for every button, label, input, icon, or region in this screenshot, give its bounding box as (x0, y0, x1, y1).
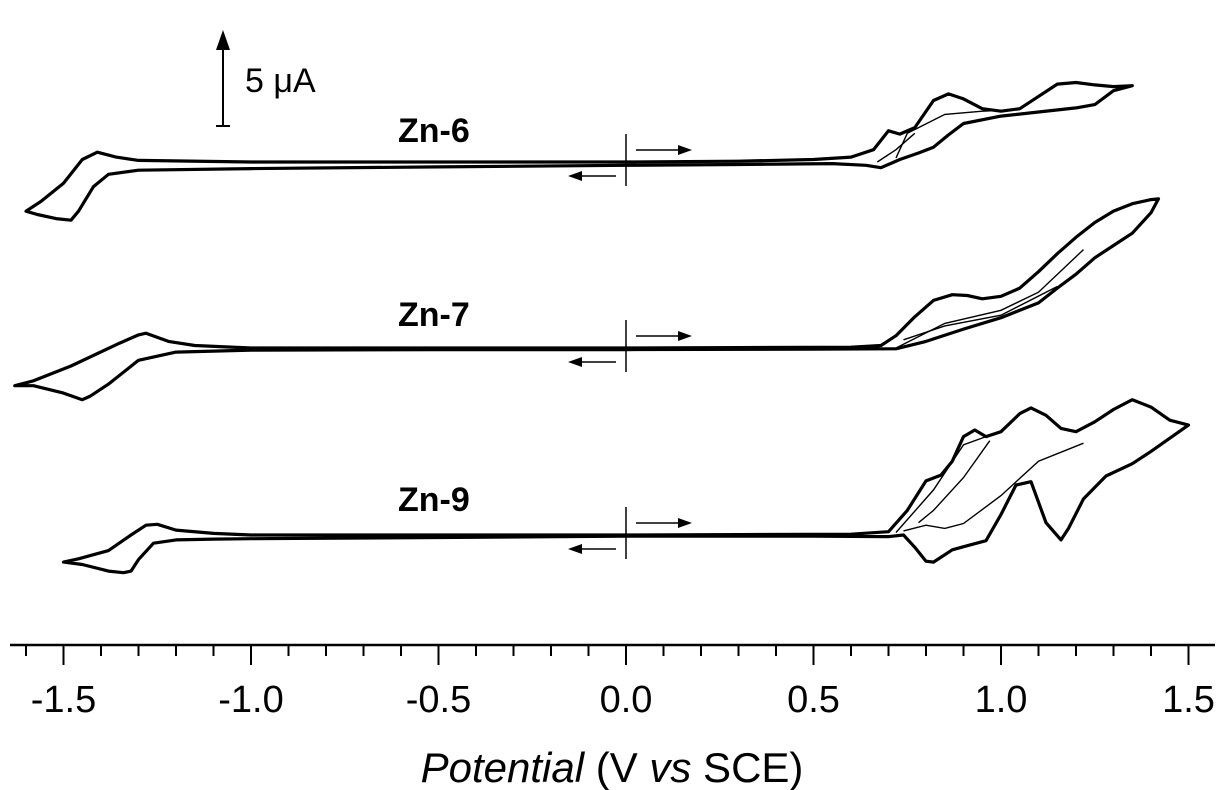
x-tick-label: 1.0 (975, 679, 1028, 721)
x-tick-label: -0.5 (406, 679, 471, 721)
cv-scan-branch-zn9-3 (918, 440, 991, 524)
x-axis-title-unit: SCE) (691, 744, 803, 790)
series-label-zn9: Zn-9 (398, 481, 470, 519)
cv-scan-branch-zn6-1 (895, 108, 1020, 159)
scale-bar: 5 μA (216, 30, 316, 127)
reverse-sweep-arrow-icon (568, 171, 582, 181)
series-label-zn7: Zn-7 (398, 296, 470, 334)
series-label-zn6: Zn-6 (398, 112, 470, 150)
x-axis-title-open: (V (584, 744, 649, 790)
forward-sweep-arrow-icon (678, 331, 692, 341)
x-tick-label: 1.5 (1162, 679, 1215, 721)
x-axis-title-potential: Potential (421, 744, 586, 790)
forward-sweep-arrow-icon (678, 518, 692, 528)
x-axis: -1.5 -1.0 -0.5 0.0 0.5 1.0 1.5 (10, 643, 1215, 721)
x-tick-label: 0.5 (787, 679, 840, 721)
x-tick-label: -1.0 (218, 679, 283, 721)
cv-scan-branch-zn9-1 (895, 435, 987, 533)
x-tick-label: -1.5 (31, 679, 96, 721)
x-axis-title-vs: vs (649, 744, 691, 790)
cv-trace-zn9 (61, 398, 1191, 575)
cv-trace-zn7 (13, 197, 1161, 402)
forward-sweep-arrow-icon (678, 145, 692, 155)
curves-layer (13, 80, 1191, 575)
x-tick-label: 0.0 (600, 679, 653, 721)
x-axis-title: Potential (V vs SCE) (421, 744, 804, 790)
scale-bar-arrow-icon (216, 30, 230, 50)
sweep-markers-layer (568, 134, 692, 559)
cv-scan-branch-zn9-2 (903, 442, 1084, 532)
cv-scan-branch-zn6-2 (876, 132, 916, 163)
reverse-sweep-arrow-icon (568, 544, 582, 554)
cv-scan-branch-zn7-2 (903, 285, 1058, 341)
reverse-sweep-arrow-icon (568, 357, 582, 367)
scale-bar-label: 5 μA (245, 62, 316, 100)
cv-trace-zn6 (24, 80, 1134, 222)
